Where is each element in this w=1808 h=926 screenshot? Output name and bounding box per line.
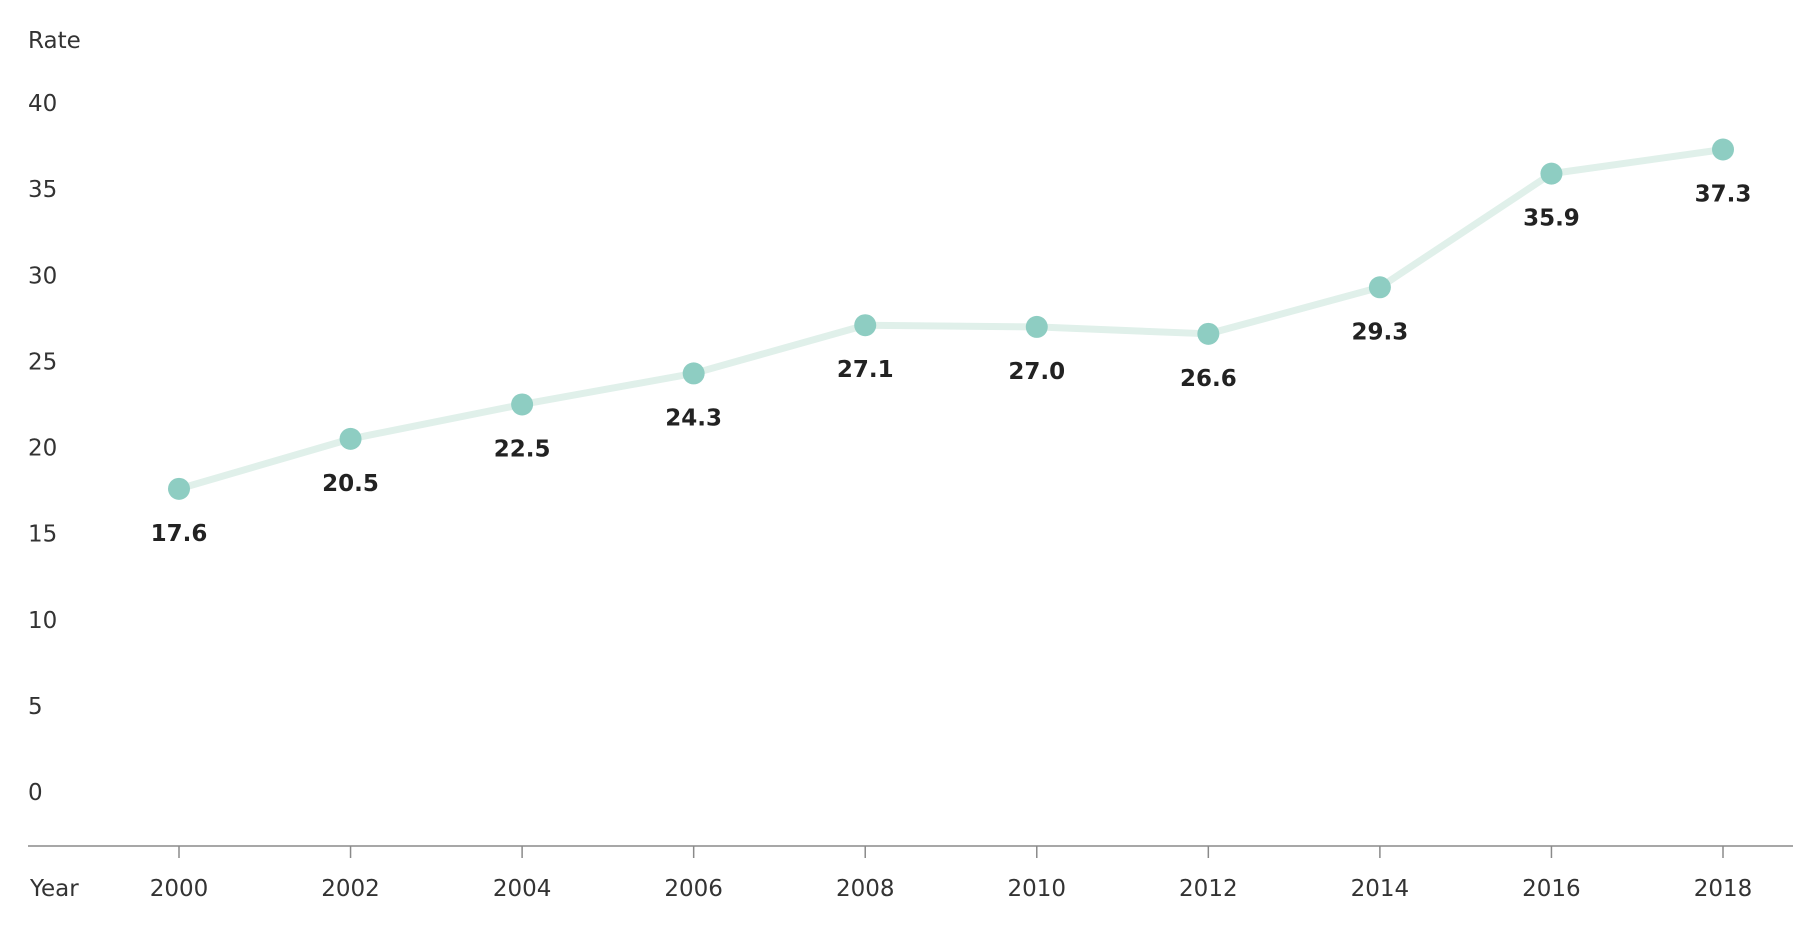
y-axis-ticks: 0 5 10 15 20 25 30 35 40: [28, 91, 57, 806]
x-tick-label: 2008: [836, 876, 895, 902]
data-label: 24.3: [665, 405, 722, 431]
x-tick-label: 2014: [1351, 876, 1410, 902]
y-axis-title: Rate: [28, 28, 81, 54]
x-tick-label: 2004: [493, 876, 552, 902]
y-tick-label: 35: [28, 177, 57, 203]
data-label: 29.3: [1352, 319, 1409, 345]
y-tick-label: 25: [28, 349, 57, 375]
data-label: 27.0: [1008, 359, 1065, 385]
data-point: [339, 427, 362, 450]
y-tick-label: 0: [28, 780, 43, 806]
data-point: [1197, 322, 1220, 345]
data-label: 22.5: [494, 436, 551, 462]
data-point: [1540, 162, 1563, 185]
data-point: [854, 314, 877, 337]
x-tick-label: 2006: [664, 876, 723, 902]
data-point: [682, 362, 705, 385]
series-line: [175, 146, 1727, 493]
y-tick-label: 30: [28, 263, 57, 289]
data-point: [511, 393, 534, 416]
x-axis-title: Year: [29, 876, 79, 902]
y-tick-label: 40: [28, 91, 57, 117]
data-label: 35.9: [1523, 206, 1580, 232]
x-tick-label: 2000: [150, 876, 209, 902]
data-point: [1025, 315, 1048, 338]
data-label: 26.6: [1180, 366, 1237, 392]
x-tick-label: 2018: [1694, 876, 1753, 902]
x-tick-label: 2002: [321, 876, 380, 902]
data-label: 20.5: [322, 471, 379, 497]
y-tick-label: 20: [28, 436, 57, 462]
x-tick-label: 2012: [1179, 876, 1238, 902]
data-label: 37.3: [1695, 182, 1752, 208]
data-point: [168, 477, 190, 500]
x-tick-label: 2010: [1008, 876, 1067, 902]
y-tick-label: 5: [28, 694, 43, 720]
data-point: [1712, 138, 1734, 161]
data-label: 27.1: [837, 357, 894, 383]
data-label: 17.6: [151, 521, 208, 547]
x-tick-label: 2016: [1522, 876, 1581, 902]
y-tick-label: 15: [28, 522, 57, 548]
x-axis-ticks: 2000 2002 2004 2006 2008 2010 2012 2014 2016 2018: [150, 846, 1753, 902]
data-points: [168, 138, 1734, 500]
data-point: [1368, 276, 1391, 299]
y-tick-label: 10: [28, 608, 57, 634]
data-labels: 17.6 20.5 22.5 24.3 27.1 27.0 26.6 29.3 35.9 37.3: [151, 182, 1752, 547]
